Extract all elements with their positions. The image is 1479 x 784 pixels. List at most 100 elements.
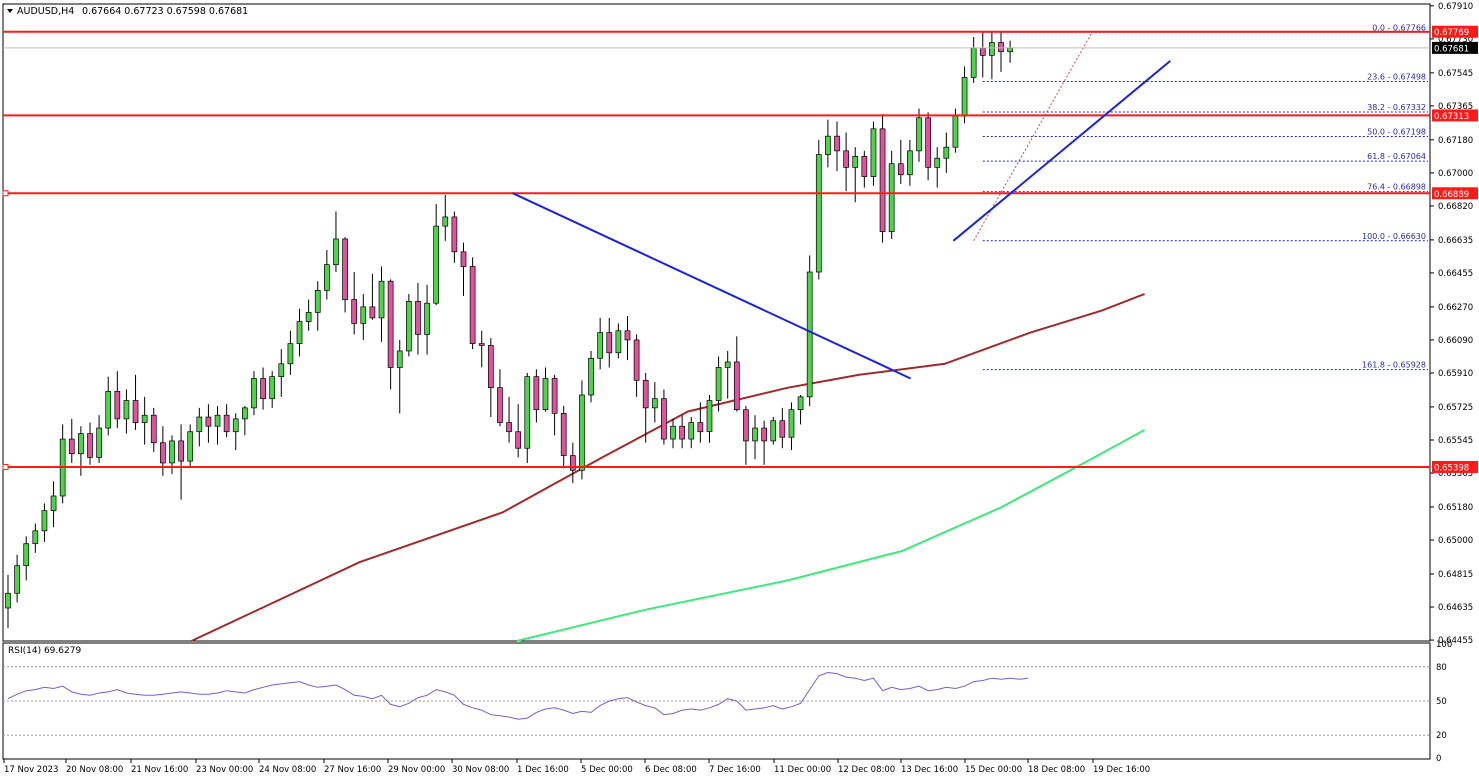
candle <box>569 442 576 484</box>
candle <box>287 330 294 375</box>
trendline-bullish <box>952 60 1171 242</box>
candle-body <box>515 431 522 449</box>
dropdown-triangle-icon[interactable] <box>7 9 13 13</box>
candle-body <box>96 427 102 458</box>
candle <box>278 349 285 397</box>
candle-body <box>123 400 130 420</box>
price-tick-label: 0.67000 <box>1438 169 1473 179</box>
candle <box>451 211 458 263</box>
support-resistance-lines[interactable] <box>2 30 1430 470</box>
candle-body <box>50 495 57 512</box>
candle <box>916 108 922 162</box>
fib-level-label: 161.8 - 0.65928 <box>1362 361 1426 370</box>
level-price-tag-text: 0.65398 <box>1434 463 1469 473</box>
candlesticks[interactable] <box>5 31 1013 629</box>
candle <box>907 139 913 186</box>
candle <box>688 417 695 449</box>
level-anchor-marker <box>2 463 9 470</box>
candle <box>697 402 704 443</box>
candle-body <box>14 565 20 594</box>
candle <box>68 418 75 463</box>
candle-body <box>223 414 230 433</box>
level-price-tag <box>1432 460 1478 473</box>
rsi-axis-label: 80 <box>1436 663 1447 673</box>
price-tick-label: 0.66270 <box>1438 303 1473 313</box>
trendline-bearish <box>512 192 911 380</box>
rsi-indicator: 100 80 50 20 0 <box>3 640 1452 764</box>
trendlines[interactable] <box>512 60 1171 380</box>
candle <box>679 415 685 449</box>
candle-body <box>743 409 749 442</box>
price-axis: 0.67910 0.67730 0.67545 0.67365 0.67180 0.670… <box>1430 2 1478 646</box>
candle <box>214 406 221 445</box>
candle <box>733 336 740 412</box>
price-tick-label: 0.64455 <box>1438 636 1473 646</box>
fib-level-label: 0.0 - 0.67766 <box>1372 23 1426 32</box>
price-tick-label: 0.65365 <box>1438 469 1473 479</box>
candle-body <box>934 157 941 168</box>
time-tick-label: 7 Dec 16:00 <box>709 765 761 775</box>
candle <box>624 316 631 361</box>
candle-body <box>761 427 767 442</box>
time-tick-label: 5 Dec 00:00 <box>581 765 633 775</box>
candle <box>642 372 649 443</box>
candle-body <box>870 128 877 177</box>
time-tick-label: 17 Nov 2023 <box>4 765 58 775</box>
candle-body <box>843 150 849 168</box>
candle-body <box>524 376 531 449</box>
candle-body <box>150 414 157 444</box>
time-tick-label: 12 Dec 08:00 <box>838 765 895 775</box>
candle <box>925 112 931 181</box>
candle-body <box>114 390 121 420</box>
candle <box>497 369 503 427</box>
candle-body <box>861 156 868 177</box>
candle <box>979 31 986 78</box>
candle <box>387 279 394 390</box>
candle <box>615 323 622 359</box>
candle-body <box>952 115 959 148</box>
candle-body <box>132 400 139 423</box>
candle-body <box>424 302 430 335</box>
candle-body <box>141 414 148 423</box>
time-tick-label: 15 Dec 00:00 <box>965 765 1022 775</box>
candle <box>825 119 831 168</box>
price-tick-label: 0.64815 <box>1438 570 1473 580</box>
candle <box>989 31 995 80</box>
level-price-tag <box>1432 109 1478 122</box>
candle-body <box>160 442 166 464</box>
candle <box>588 350 594 403</box>
candle-body <box>251 378 257 409</box>
candle-body <box>205 416 212 427</box>
candle-body <box>296 321 303 344</box>
candle-body <box>925 117 931 168</box>
candle-body <box>624 330 631 341</box>
candle-body <box>196 416 203 433</box>
candle <box>196 407 203 447</box>
candle <box>160 426 166 476</box>
candle-body <box>706 400 713 433</box>
fib-level-label: 23.6 - 0.67498 <box>1367 72 1426 81</box>
candle-body <box>797 396 804 411</box>
candle <box>469 257 476 350</box>
candle <box>934 147 941 188</box>
candle <box>23 536 30 581</box>
candle <box>178 424 184 500</box>
candle <box>150 407 157 452</box>
candle-body <box>961 77 968 117</box>
candle-body <box>378 280 385 319</box>
price-tick-label: 0.66820 <box>1438 202 1473 212</box>
candle <box>460 242 467 296</box>
level-anchor-marker <box>2 190 9 197</box>
candle-body <box>989 42 995 56</box>
candle-body <box>815 154 822 273</box>
candle-body <box>788 409 795 438</box>
level-price-tag <box>1432 187 1478 200</box>
candle-body <box>23 543 30 567</box>
candle-body <box>970 47 977 78</box>
candle-body <box>779 420 786 438</box>
candle <box>32 523 39 553</box>
candle-body <box>78 433 84 455</box>
candle <box>743 406 749 465</box>
candle <box>141 396 148 445</box>
